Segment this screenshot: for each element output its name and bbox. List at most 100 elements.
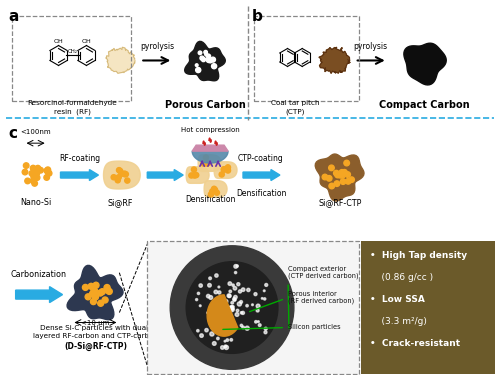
Text: Compact Carbon: Compact Carbon: [379, 100, 470, 110]
Circle shape: [31, 174, 36, 179]
Circle shape: [222, 167, 226, 172]
Circle shape: [196, 299, 198, 301]
Circle shape: [46, 170, 51, 175]
Circle shape: [334, 181, 340, 186]
Circle shape: [234, 265, 237, 268]
Circle shape: [240, 324, 242, 327]
Circle shape: [200, 56, 204, 60]
Text: •  Crack-resistant: • Crack-resistant: [370, 339, 460, 348]
Text: •  High Tap density: • High Tap density: [370, 251, 467, 260]
Circle shape: [236, 283, 240, 286]
Circle shape: [215, 274, 218, 277]
Circle shape: [233, 299, 235, 301]
Circle shape: [202, 58, 205, 62]
Circle shape: [335, 172, 340, 178]
Text: •  Low SSA: • Low SSA: [370, 295, 424, 304]
Circle shape: [334, 170, 339, 176]
Polygon shape: [104, 161, 140, 189]
Circle shape: [204, 161, 210, 166]
Circle shape: [236, 309, 239, 312]
Circle shape: [212, 64, 216, 69]
Circle shape: [217, 317, 220, 320]
Polygon shape: [184, 41, 226, 81]
Text: Silicon particles: Silicon particles: [223, 324, 340, 331]
Text: CTP-coating: CTP-coating: [238, 154, 284, 163]
Circle shape: [264, 298, 266, 300]
Circle shape: [212, 186, 216, 191]
Circle shape: [220, 315, 224, 319]
Circle shape: [192, 167, 196, 172]
Circle shape: [230, 308, 234, 312]
Circle shape: [208, 312, 210, 314]
Circle shape: [38, 167, 44, 173]
Circle shape: [90, 291, 96, 297]
Circle shape: [200, 305, 201, 307]
Circle shape: [228, 308, 232, 312]
Circle shape: [102, 297, 108, 303]
Circle shape: [204, 161, 208, 166]
Circle shape: [198, 51, 202, 55]
Circle shape: [210, 57, 216, 62]
Circle shape: [264, 290, 265, 292]
Circle shape: [205, 329, 208, 332]
Polygon shape: [192, 145, 228, 151]
Circle shape: [34, 170, 40, 176]
Circle shape: [44, 168, 50, 173]
Circle shape: [212, 341, 216, 345]
Circle shape: [124, 178, 130, 183]
Circle shape: [349, 177, 354, 182]
Circle shape: [210, 306, 212, 309]
Circle shape: [265, 284, 268, 287]
Circle shape: [29, 171, 34, 176]
Circle shape: [196, 329, 199, 332]
Circle shape: [230, 308, 232, 310]
Text: Nano-Si: Nano-Si: [20, 198, 51, 207]
Circle shape: [245, 326, 249, 330]
Circle shape: [32, 173, 37, 179]
Circle shape: [92, 294, 98, 300]
Text: Compact exterior
(CTP derived carbon): Compact exterior (CTP derived carbon): [288, 266, 358, 329]
Circle shape: [210, 189, 215, 194]
Circle shape: [234, 299, 236, 301]
Text: Carbonization: Carbonization: [10, 270, 66, 279]
FancyArrow shape: [148, 170, 183, 180]
Text: Porous Carbon: Porous Carbon: [165, 100, 246, 110]
Circle shape: [214, 190, 220, 195]
Circle shape: [104, 287, 110, 293]
Circle shape: [224, 340, 226, 342]
Circle shape: [226, 165, 230, 170]
Circle shape: [254, 321, 257, 323]
Circle shape: [32, 167, 37, 173]
FancyArrow shape: [243, 170, 280, 180]
Circle shape: [342, 170, 347, 175]
Circle shape: [106, 288, 112, 294]
Circle shape: [240, 312, 242, 314]
Circle shape: [97, 290, 103, 296]
Polygon shape: [204, 181, 227, 197]
Text: (D-Si@RF-CTP): (D-Si@RF-CTP): [64, 341, 127, 350]
Polygon shape: [192, 151, 228, 163]
Circle shape: [46, 170, 52, 176]
Circle shape: [232, 308, 234, 310]
FancyBboxPatch shape: [148, 241, 358, 374]
Text: (3.3 m²/g): (3.3 m²/g): [370, 317, 426, 326]
Text: Resorcinol-formaldehyde
resin  (RF): Resorcinol-formaldehyde resin (RF): [28, 100, 118, 115]
Circle shape: [111, 175, 116, 180]
Circle shape: [210, 309, 214, 313]
Text: Hot compression: Hot compression: [180, 127, 240, 133]
Circle shape: [209, 296, 212, 299]
Circle shape: [216, 337, 219, 340]
Text: pyrolysis: pyrolysis: [354, 41, 388, 50]
Circle shape: [196, 64, 198, 67]
Circle shape: [232, 297, 236, 301]
Circle shape: [186, 262, 278, 353]
Circle shape: [82, 284, 88, 290]
Circle shape: [329, 183, 334, 189]
Circle shape: [206, 294, 210, 298]
Circle shape: [123, 171, 128, 177]
Circle shape: [238, 290, 242, 293]
Circle shape: [229, 308, 231, 310]
Circle shape: [258, 321, 260, 323]
Circle shape: [194, 173, 199, 178]
Circle shape: [229, 290, 232, 293]
